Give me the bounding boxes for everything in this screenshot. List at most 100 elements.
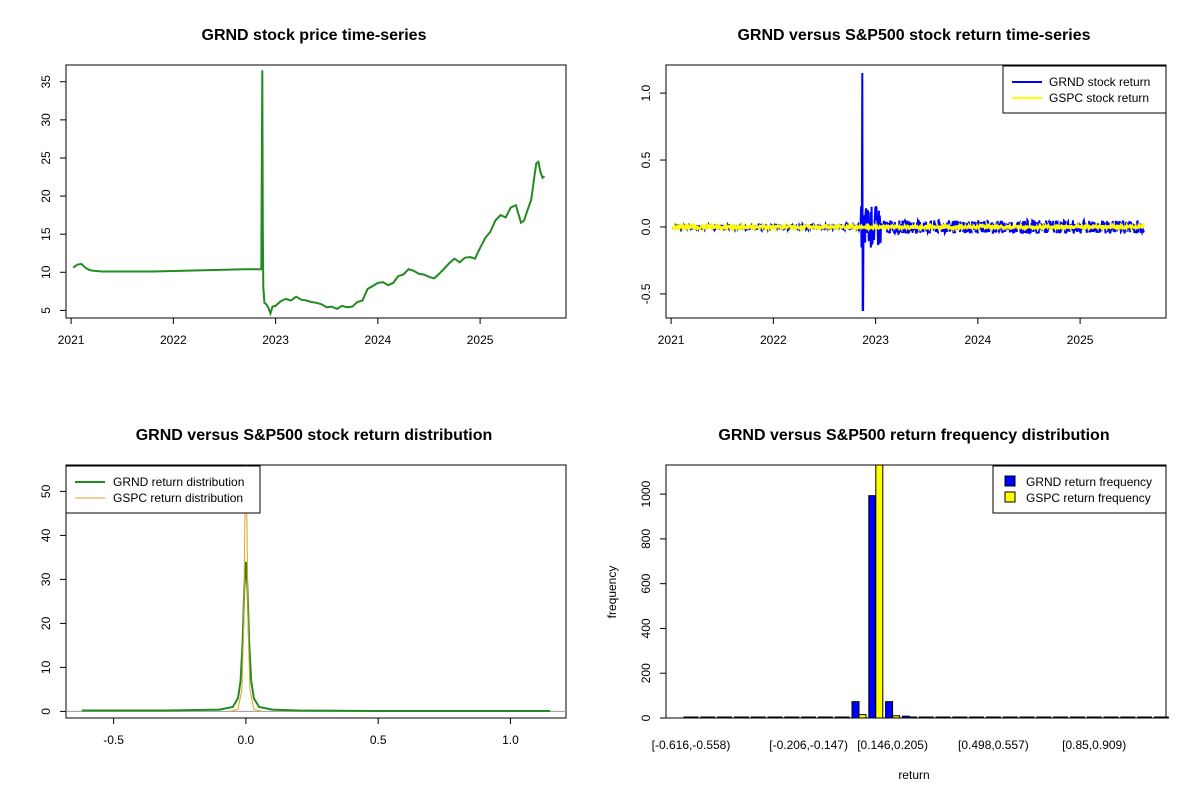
bar-gspc xyxy=(791,716,800,719)
bar-gspc xyxy=(774,716,783,719)
chart-title: GRND versus S&P500 return frequency dist… xyxy=(718,427,1109,444)
legend-label: GRND return distribution xyxy=(113,475,244,489)
density-line-grnd xyxy=(81,561,551,712)
y-tick-label: 30 xyxy=(39,572,53,586)
bar-gspc xyxy=(992,716,1001,719)
y-tick-label: 0 xyxy=(39,708,53,715)
bar-grnd xyxy=(750,716,759,719)
bar-grnd xyxy=(918,716,927,719)
chart-title: GRND stock price time-series xyxy=(202,27,427,44)
x-tick-label: [0.146,0.205) xyxy=(857,738,928,752)
y-tick-label: 35 xyxy=(39,75,53,89)
bar-gspc xyxy=(1093,716,1102,719)
bar-grnd xyxy=(784,716,793,719)
bar-grnd xyxy=(885,701,894,719)
y-tick-label: 10 xyxy=(39,660,53,674)
bar-gspc xyxy=(925,716,934,719)
bar-gspc xyxy=(892,715,901,719)
density-line-gspc xyxy=(229,464,262,712)
bar-gspc xyxy=(724,716,733,719)
bar-gspc xyxy=(841,716,850,719)
x-tick-label: 2024 xyxy=(965,333,992,347)
bar-gspc xyxy=(976,716,985,719)
bar-gspc xyxy=(1160,716,1169,719)
series-line-grnd-price xyxy=(72,70,546,317)
bar-grnd xyxy=(1002,716,1011,719)
legend: GRND return distribution GSPC return dis… xyxy=(65,465,261,514)
series-group xyxy=(683,464,1169,719)
legend-box xyxy=(992,465,1167,514)
y-tick-label: 600 xyxy=(639,573,653,593)
bar-grnd xyxy=(1120,716,1129,719)
bar-grnd xyxy=(935,716,944,719)
x-tick-label: [0.85,0.909) xyxy=(1062,738,1126,752)
legend-label: GSPC stock return xyxy=(1049,91,1149,105)
bar-grnd xyxy=(817,716,826,719)
x-tick-label: 2025 xyxy=(467,333,494,347)
x-tick-label: [-0.206,-0.147) xyxy=(769,738,848,752)
x-tick-label: 2023 xyxy=(862,333,889,347)
bar-gspc xyxy=(1127,716,1136,719)
bar-grnd xyxy=(801,716,810,719)
y-axis-label: frequency xyxy=(605,566,619,619)
panel-price: GRND stock price time-series 2021 2022 202… xyxy=(39,27,567,347)
legend-label: GRND stock return xyxy=(1049,75,1150,89)
y-tick-label: 50 xyxy=(39,484,53,498)
bar-grnd xyxy=(1036,716,1045,719)
legend-swatch xyxy=(1004,491,1016,503)
x-tick-label: 0.0 xyxy=(238,733,255,747)
bar-gspc xyxy=(959,716,968,719)
bar-gspc xyxy=(1060,716,1069,719)
bar-gspc xyxy=(740,716,749,719)
bar-grnd xyxy=(1069,716,1078,719)
chart-title: GRND versus S&P500 stock return distribu… xyxy=(136,427,493,444)
x-tick-label: 2022 xyxy=(760,333,787,347)
x-tick-label: [0.498,0.557) xyxy=(958,738,1029,752)
legend-box xyxy=(1002,65,1167,114)
bar-grnd xyxy=(717,716,726,719)
bar-gspc xyxy=(1110,716,1119,719)
bar-grnd xyxy=(985,716,994,719)
bar-gspc xyxy=(707,716,716,719)
x-tick-label: 0.5 xyxy=(370,733,387,747)
bar-grnd xyxy=(901,715,910,719)
bar-grnd xyxy=(969,716,978,719)
bar-gspc xyxy=(875,464,884,719)
y-tick-label: 5 xyxy=(39,307,53,314)
y-tick-label: 30 xyxy=(39,113,53,127)
y-tick-label: 25 xyxy=(39,151,53,165)
legend: GRND return frequency GSPC return freque… xyxy=(992,465,1167,514)
bar-gspc xyxy=(757,716,766,719)
bar-gspc xyxy=(1076,716,1085,719)
bar-gspc xyxy=(690,716,699,719)
y-axis: 0 200 400 600 800 1000 xyxy=(639,480,667,721)
x-axis-label: return xyxy=(898,768,929,782)
bar-grnd xyxy=(952,716,961,719)
bar-gspc xyxy=(908,716,917,719)
y-tick-label: 800 xyxy=(639,529,653,549)
bar-grnd xyxy=(700,716,709,719)
x-tick-label: 2024 xyxy=(365,333,392,347)
y-tick-label: 0 xyxy=(639,714,653,721)
x-tick-label: 2023 xyxy=(262,333,289,347)
bar-gspc xyxy=(808,716,817,719)
bar-grnd xyxy=(1086,716,1095,719)
legend-label: GRND return frequency xyxy=(1026,475,1152,489)
legend-label: GSPC return distribution xyxy=(113,491,243,505)
panel-frequency: GRND versus S&P500 return frequency dist… xyxy=(605,427,1169,782)
bar-grnd xyxy=(1053,716,1062,719)
bar-grnd xyxy=(1019,716,1028,719)
legend-label: GSPC return frequency xyxy=(1026,491,1151,505)
bar-grnd xyxy=(683,716,692,719)
y-tick-label: 1.0 xyxy=(639,84,653,101)
x-tick-label: 2021 xyxy=(658,333,685,347)
bar-grnd xyxy=(733,716,742,719)
series-group xyxy=(72,70,546,317)
y-tick-label: 10 xyxy=(39,265,53,279)
bar-grnd xyxy=(1153,716,1162,719)
plot-frame xyxy=(65,64,567,319)
x-axis: 2021 2022 2023 2024 2025 xyxy=(58,317,494,347)
series-group xyxy=(66,464,566,712)
bar-grnd xyxy=(1137,716,1146,719)
